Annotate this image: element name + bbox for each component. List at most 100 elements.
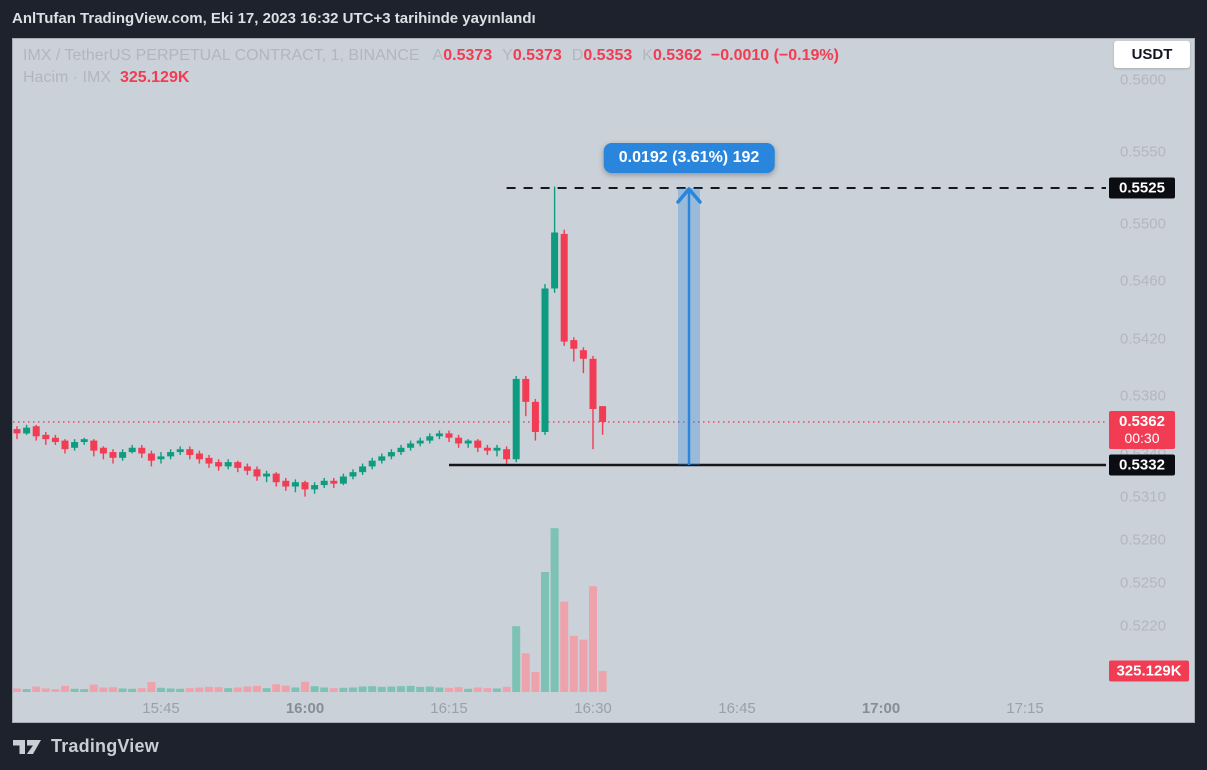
volume-bar bbox=[512, 626, 521, 692]
volume-bar bbox=[589, 586, 597, 692]
price-tag-support: 0.5332 bbox=[1109, 454, 1175, 476]
candle-body bbox=[522, 378, 530, 402]
symbol-title: IMX / TetherUS PERPETUAL CONTRACT, 1, BI… bbox=[23, 47, 420, 64]
candle-body bbox=[301, 482, 309, 490]
volume-bar bbox=[13, 688, 21, 692]
ohlc-field: D0.5353 bbox=[571, 47, 633, 64]
time-axis-label: 17:00 bbox=[861, 700, 901, 717]
volume-bar bbox=[70, 688, 79, 692]
candle-body bbox=[71, 442, 79, 448]
volume-bar bbox=[521, 653, 530, 692]
volume-bar bbox=[473, 687, 482, 692]
volume-bar bbox=[147, 682, 156, 692]
currency-toggle-button[interactable]: USDT bbox=[1114, 41, 1190, 68]
volume-bar bbox=[569, 635, 578, 692]
candle-body bbox=[147, 453, 155, 461]
price-axis-label: 0.5250 bbox=[1120, 574, 1166, 592]
candle-body bbox=[51, 437, 59, 443]
candle-body bbox=[128, 447, 136, 453]
volume-bar bbox=[176, 688, 185, 692]
candle-body bbox=[61, 440, 69, 450]
price-tag-support-value: 0.5332 bbox=[1119, 456, 1165, 474]
volume-bar bbox=[397, 686, 405, 692]
candle-body bbox=[253, 469, 261, 477]
volume-bar bbox=[406, 685, 415, 692]
volume-bar bbox=[339, 687, 348, 692]
volume-bar bbox=[320, 687, 329, 692]
volume-bar bbox=[195, 687, 204, 692]
volume-bar bbox=[214, 687, 223, 692]
price-axis-label: 0.5220 bbox=[1120, 617, 1166, 635]
volume-bar bbox=[32, 686, 41, 692]
volume-bar bbox=[358, 686, 367, 692]
candle-body bbox=[224, 462, 232, 467]
volume-bar bbox=[253, 685, 261, 692]
volume-bar bbox=[598, 671, 607, 692]
candle-body bbox=[435, 433, 443, 437]
candle-body bbox=[99, 447, 107, 454]
volume-bar bbox=[368, 686, 377, 692]
price-axis-label: 0.5310 bbox=[1120, 488, 1166, 506]
price-tag-resistance: 0.5525 bbox=[1109, 177, 1175, 199]
candle-body bbox=[215, 462, 223, 467]
volume-bar bbox=[51, 689, 60, 692]
candle-body bbox=[464, 440, 472, 444]
volume-bar bbox=[329, 688, 338, 692]
price-tag-last: 0.5362 00:30 bbox=[1109, 410, 1175, 449]
candle-body bbox=[359, 466, 367, 473]
price-axis-label: 0.5420 bbox=[1120, 330, 1166, 348]
candle-body bbox=[186, 449, 194, 455]
volume-bar bbox=[454, 687, 463, 692]
volume-bar bbox=[483, 688, 492, 692]
candle-body bbox=[416, 440, 424, 444]
candle-body bbox=[474, 440, 482, 448]
candle-body bbox=[320, 480, 328, 486]
price-axis-label: 0.5600 bbox=[1120, 71, 1166, 89]
volume-bar bbox=[262, 688, 271, 692]
volume-bar bbox=[281, 685, 290, 692]
candle-body bbox=[90, 440, 98, 451]
candle-body bbox=[560, 233, 568, 342]
price-axis-label: 0.5550 bbox=[1120, 143, 1166, 161]
time-axis-label: 16:00 bbox=[285, 700, 325, 717]
candle-body bbox=[263, 473, 271, 477]
chart-canvas[interactable] bbox=[13, 39, 1194, 722]
candle-body bbox=[493, 447, 501, 451]
volume-bar bbox=[445, 687, 453, 692]
legend-symbol-row: IMX / TetherUS PERPETUAL CONTRACT, 1, BI… bbox=[23, 47, 839, 68]
candle-body bbox=[119, 452, 127, 458]
ohlc-field: Y0.5373 bbox=[502, 47, 562, 64]
candle-body bbox=[291, 482, 299, 487]
legend-volume-row: Hacim · IMX 325.129K bbox=[23, 69, 839, 90]
candle-body bbox=[599, 406, 607, 422]
publish-info-bar: AnlTufan TradingView.com, Eki 17, 2023 1… bbox=[0, 0, 1207, 38]
volume-bar bbox=[224, 688, 233, 692]
candle-body bbox=[42, 434, 50, 440]
volume-bar bbox=[541, 572, 549, 692]
price-tag-resistance-value: 0.5525 bbox=[1119, 179, 1165, 197]
candle-body bbox=[387, 452, 395, 457]
tradingview-logo-icon[interactable] bbox=[12, 735, 42, 759]
measure-tool-label[interactable]: 0.0192 (3.61%) 192 bbox=[603, 143, 775, 173]
candle-body bbox=[311, 485, 319, 490]
candle-body bbox=[368, 460, 376, 467]
volume-bar bbox=[89, 684, 98, 692]
candle-body bbox=[23, 427, 31, 434]
candle-body bbox=[138, 447, 146, 454]
volume-bar bbox=[435, 687, 444, 692]
volume-bar bbox=[579, 639, 588, 692]
candle-body bbox=[378, 456, 386, 461]
candle-body bbox=[503, 449, 511, 460]
volume-bar bbox=[272, 684, 281, 692]
time-axis-label: 17:15 bbox=[1006, 700, 1044, 717]
volume-bar bbox=[502, 686, 511, 692]
chart-panel: 0.5600 0.5550 0.5500 0.5460 0.5420 0.5380 0.53… bbox=[12, 38, 1195, 723]
volume-bar bbox=[99, 687, 108, 692]
volume-bar bbox=[531, 672, 540, 692]
volume-bar bbox=[128, 688, 137, 692]
candle-body bbox=[330, 480, 338, 484]
candle-body bbox=[109, 452, 117, 458]
volume-bar bbox=[560, 601, 569, 692]
candle-body bbox=[589, 358, 597, 410]
tradingview-brand-link[interactable]: TradingView bbox=[51, 736, 159, 756]
